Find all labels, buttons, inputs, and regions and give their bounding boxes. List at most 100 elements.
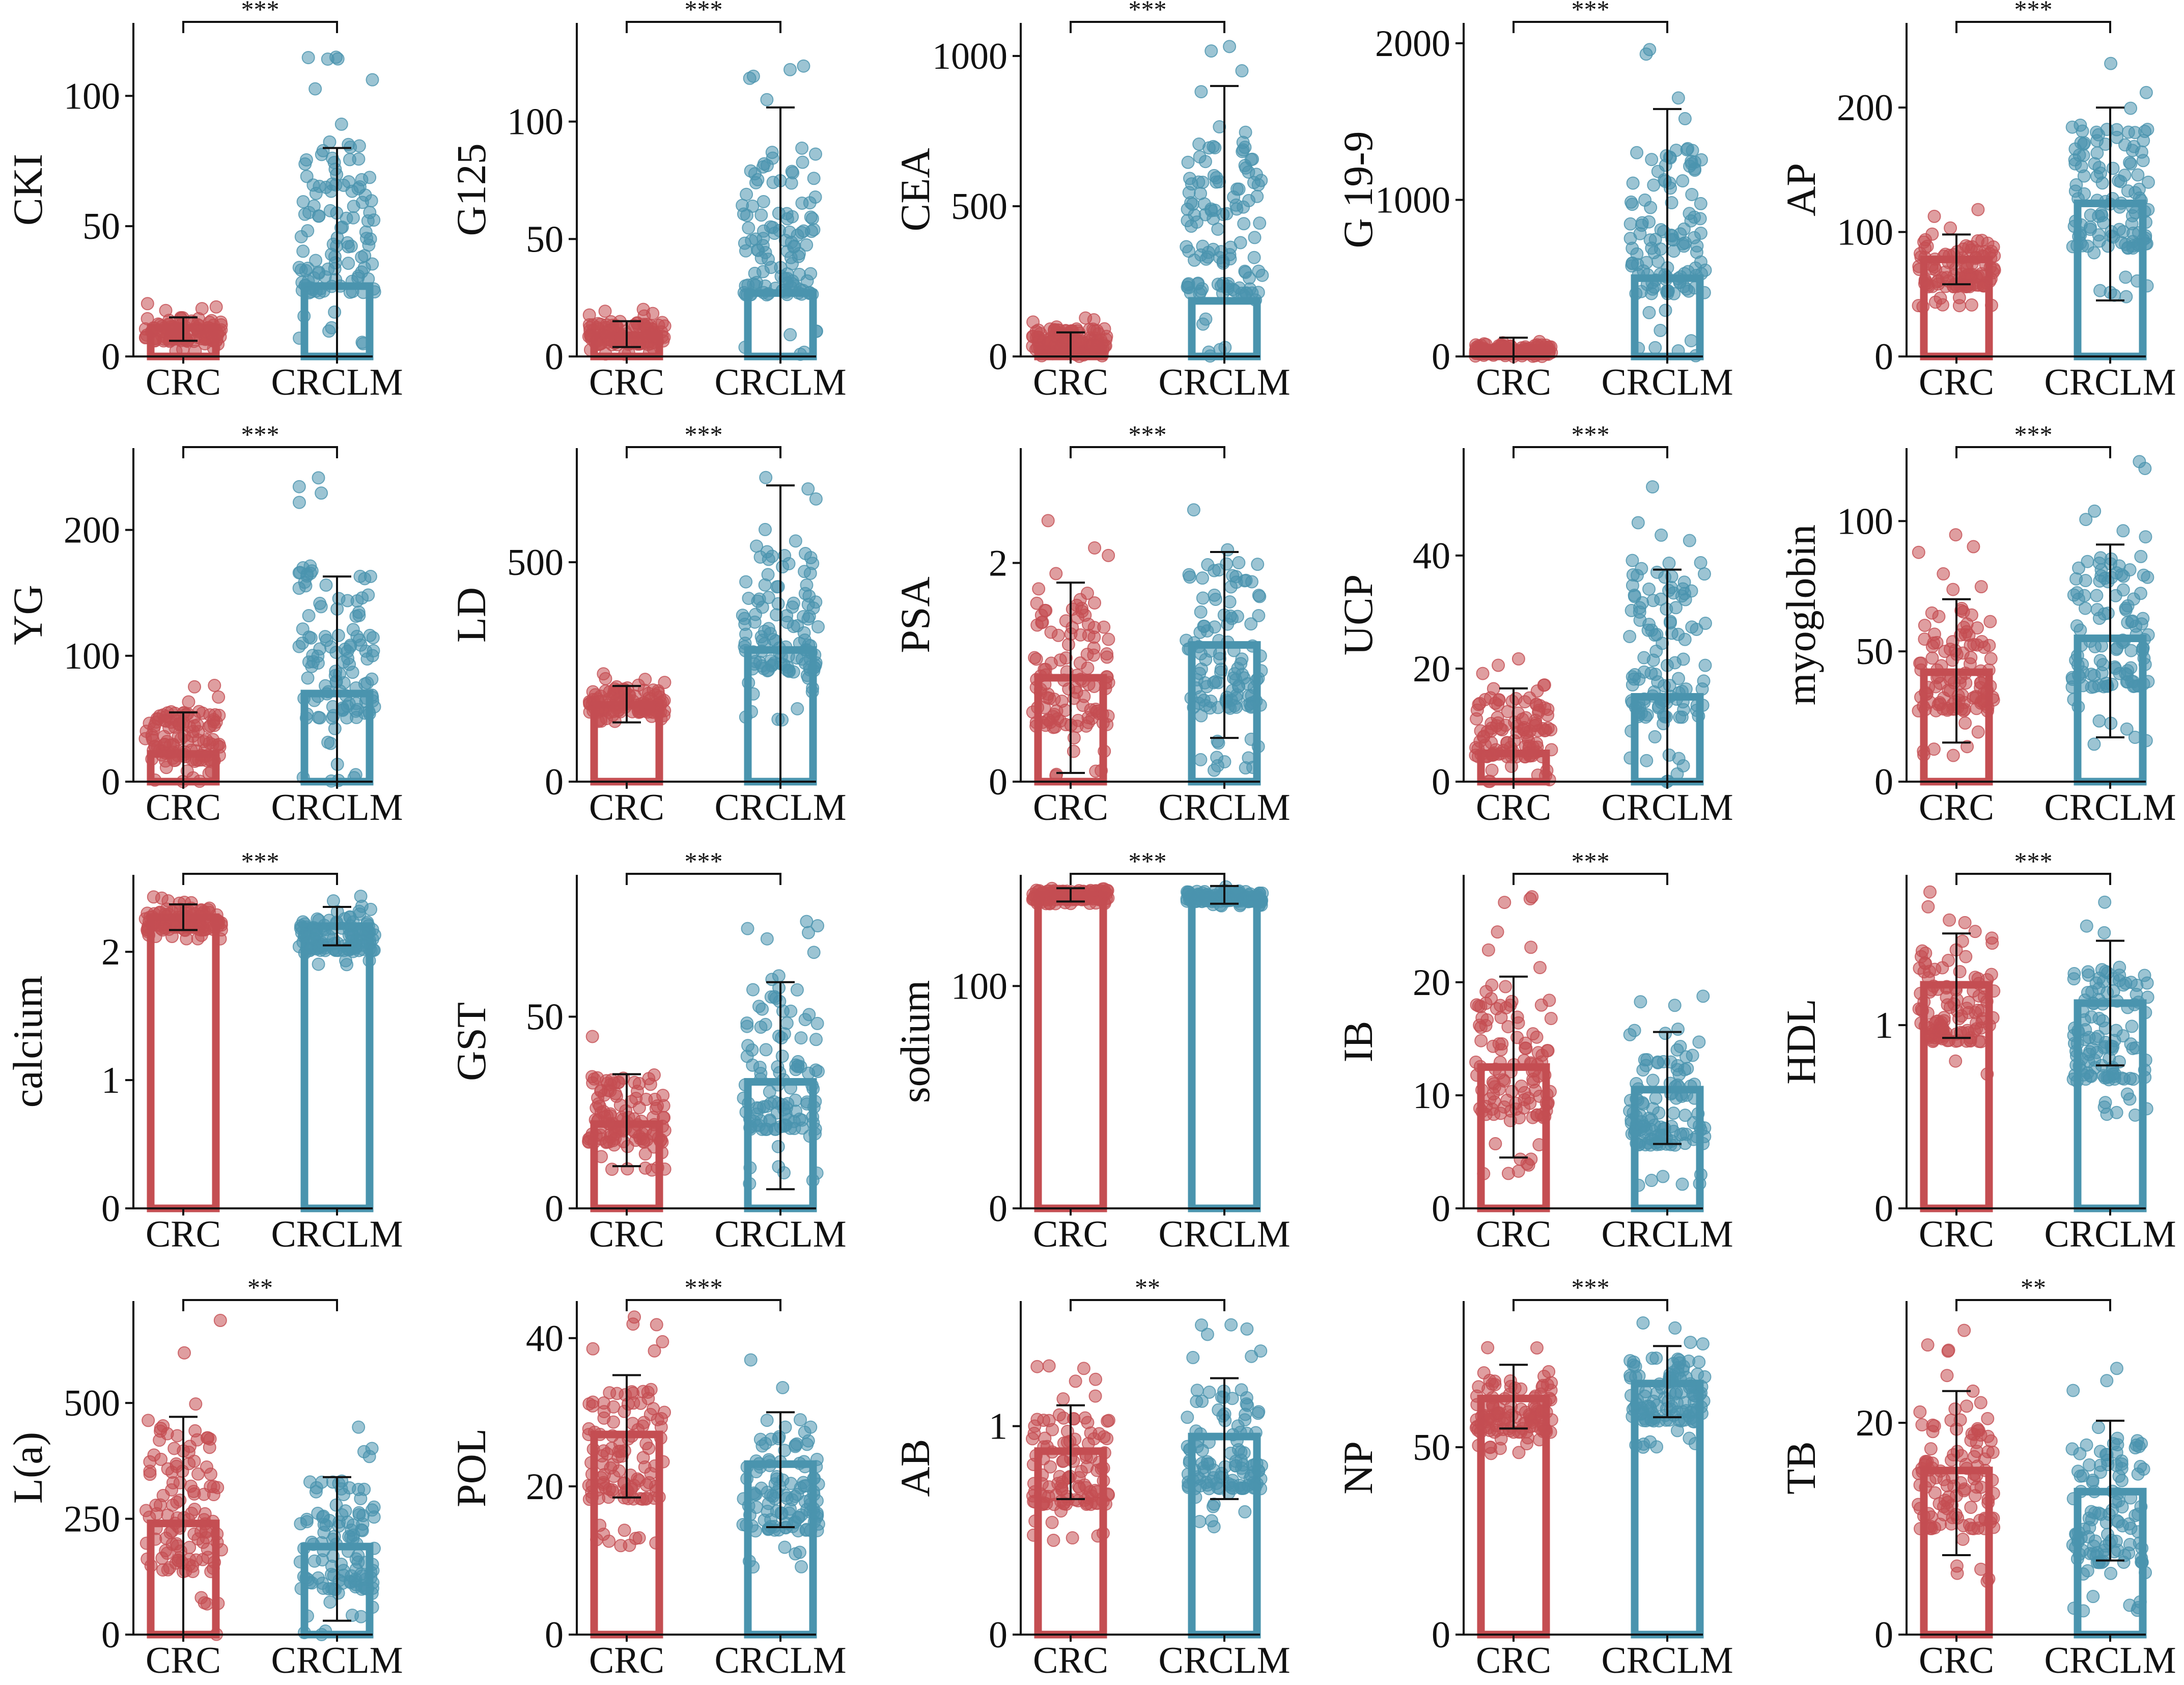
point-crc bbox=[1536, 1425, 1550, 1439]
point-crc bbox=[1946, 583, 1960, 596]
point-crc bbox=[1925, 651, 1939, 665]
point-crclm bbox=[349, 704, 362, 718]
point-crc bbox=[1031, 895, 1045, 908]
x-tick-label-crclm: CRCLM bbox=[1158, 1213, 1290, 1255]
y-tick-label: 0 bbox=[989, 761, 1007, 803]
point-crclm bbox=[2088, 640, 2102, 653]
point-crclm bbox=[1645, 153, 1659, 167]
point-crclm bbox=[741, 1039, 755, 1053]
point-crclm bbox=[741, 922, 754, 935]
point-crc bbox=[1037, 1414, 1051, 1427]
point-crc bbox=[598, 305, 612, 318]
point-crc bbox=[1526, 1111, 1539, 1124]
point-crc bbox=[654, 1431, 667, 1445]
point-crclm bbox=[1212, 676, 1225, 689]
point-crclm bbox=[292, 495, 306, 509]
point-crclm bbox=[794, 1031, 808, 1045]
point-crc bbox=[1498, 1412, 1511, 1426]
point-crclm bbox=[1641, 268, 1655, 282]
point-crc bbox=[177, 1346, 191, 1360]
point-crclm bbox=[352, 1420, 366, 1434]
y-tick-label: 50 bbox=[1856, 631, 1893, 673]
point-crc bbox=[159, 303, 173, 317]
point-crclm bbox=[2124, 1037, 2138, 1051]
y-axis-label: YG bbox=[5, 585, 51, 645]
point-crclm bbox=[761, 664, 774, 678]
point-crc bbox=[198, 337, 212, 351]
significance-label: *** bbox=[241, 847, 279, 875]
point-crclm bbox=[312, 471, 325, 485]
point-crclm bbox=[331, 628, 345, 642]
point-crclm bbox=[346, 945, 360, 958]
point-crc bbox=[1943, 913, 1956, 927]
point-crc bbox=[1098, 1446, 1111, 1460]
point-crclm bbox=[1239, 265, 1252, 279]
point-crc bbox=[1501, 1167, 1515, 1180]
y-tick-label: 50 bbox=[82, 206, 120, 247]
point-crclm bbox=[787, 240, 801, 254]
significance-bracket bbox=[182, 446, 338, 458]
point-crclm bbox=[743, 1177, 757, 1191]
point-crclm bbox=[298, 946, 312, 960]
point-crc bbox=[1514, 1382, 1528, 1396]
y-tick-label: 50 bbox=[1413, 1427, 1450, 1469]
point-crclm bbox=[759, 1043, 773, 1057]
point-crc bbox=[1477, 1167, 1491, 1180]
point-crc bbox=[1530, 684, 1544, 698]
point-crclm bbox=[771, 597, 785, 611]
point-crclm bbox=[342, 240, 355, 254]
point-crc bbox=[1972, 977, 1985, 990]
point-crc bbox=[166, 751, 180, 765]
point-crclm bbox=[2116, 583, 2130, 597]
point-crclm bbox=[346, 211, 360, 225]
point-crclm bbox=[325, 280, 339, 293]
point-crclm bbox=[791, 1060, 804, 1073]
point-crclm bbox=[1640, 754, 1654, 767]
point-crc bbox=[1984, 298, 1998, 312]
point-crc bbox=[1095, 764, 1108, 778]
point-crc bbox=[639, 1437, 653, 1451]
y-axis-label: PSA bbox=[892, 576, 938, 653]
point-crc bbox=[1474, 1034, 1488, 1047]
point-crclm bbox=[1629, 287, 1643, 300]
significance-label: *** bbox=[1129, 847, 1167, 875]
significance-label: *** bbox=[685, 420, 723, 449]
y-axis-label: CEA bbox=[892, 148, 938, 232]
point-crclm bbox=[809, 1033, 823, 1046]
point-crc bbox=[199, 1524, 213, 1538]
point-crclm bbox=[801, 598, 815, 612]
point-crc bbox=[143, 1465, 157, 1478]
point-crc bbox=[1503, 1114, 1517, 1127]
point-crclm bbox=[2084, 208, 2097, 222]
point-crclm bbox=[327, 1569, 341, 1583]
point-crclm bbox=[358, 1556, 372, 1569]
x-tick-label-crclm: CRCLM bbox=[2044, 787, 2176, 828]
point-crclm bbox=[366, 1600, 379, 1614]
point-crc bbox=[1041, 514, 1055, 528]
point-crc bbox=[594, 1471, 608, 1484]
point-crclm bbox=[366, 257, 379, 271]
point-crc bbox=[187, 1454, 201, 1468]
point-crclm bbox=[739, 244, 752, 258]
point-crclm bbox=[1237, 217, 1251, 231]
point-crclm bbox=[1696, 989, 1710, 1003]
point-crc bbox=[1974, 580, 1988, 594]
point-crclm bbox=[771, 580, 785, 594]
point-crclm bbox=[354, 890, 368, 903]
y-tick-label: 100 bbox=[1837, 212, 1893, 254]
point-crclm bbox=[362, 954, 376, 968]
point-crclm bbox=[2128, 730, 2142, 744]
point-crclm bbox=[738, 1078, 752, 1092]
point-crclm bbox=[2137, 568, 2150, 582]
point-crclm bbox=[805, 1079, 819, 1092]
point-crclm bbox=[1667, 586, 1681, 600]
x-tick-label-crc: CRC bbox=[146, 787, 221, 828]
point-crclm bbox=[2141, 123, 2154, 136]
point-crclm bbox=[2071, 700, 2085, 714]
point-crclm bbox=[791, 702, 804, 715]
significance-bracket bbox=[626, 1299, 781, 1311]
point-crc bbox=[1984, 272, 1998, 286]
point-crclm bbox=[1181, 155, 1195, 169]
point-crclm bbox=[763, 1085, 776, 1099]
